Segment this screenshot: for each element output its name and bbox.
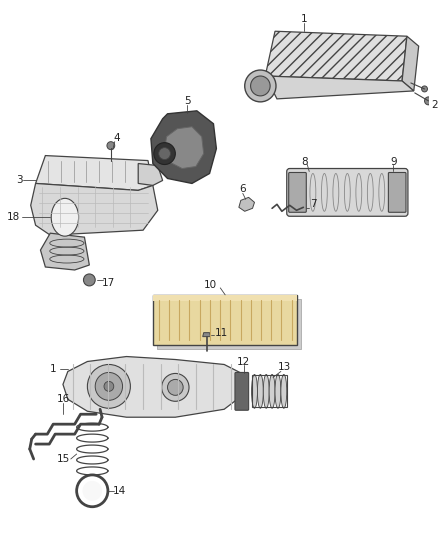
Polygon shape [151,111,216,183]
Ellipse shape [159,148,170,159]
Text: 11: 11 [215,328,228,337]
Polygon shape [402,36,419,91]
Polygon shape [239,197,254,211]
Circle shape [167,379,183,395]
Text: 17: 17 [102,278,116,288]
Bar [153,295,297,345]
Ellipse shape [281,375,287,408]
Ellipse shape [275,375,281,408]
Polygon shape [31,183,158,235]
Circle shape [88,365,131,408]
Ellipse shape [251,375,258,408]
FancyBboxPatch shape [289,173,306,212]
Ellipse shape [263,375,269,408]
Text: 16: 16 [57,394,70,405]
Text: 4: 4 [113,133,120,143]
Circle shape [422,86,427,92]
Ellipse shape [154,143,175,165]
Circle shape [82,481,102,501]
Polygon shape [265,76,414,99]
Ellipse shape [251,76,270,96]
Circle shape [107,142,115,150]
Text: 1: 1 [301,14,307,25]
Polygon shape [35,156,153,190]
Ellipse shape [258,375,263,408]
Text: 2: 2 [431,100,438,110]
Text: 13: 13 [278,362,291,373]
Text: 6: 6 [240,184,246,195]
Polygon shape [63,357,244,417]
Text: 9: 9 [390,157,396,166]
Circle shape [162,374,189,401]
Bar [153,295,297,301]
Polygon shape [265,31,407,81]
Polygon shape [138,164,162,185]
Circle shape [95,373,123,400]
Ellipse shape [245,70,276,102]
Text: 14: 14 [113,486,126,496]
Text: 18: 18 [7,212,20,222]
Circle shape [303,205,310,212]
Circle shape [84,274,95,286]
FancyBboxPatch shape [389,173,406,212]
Circle shape [424,97,432,105]
Text: 5: 5 [184,96,191,106]
Bar [157,299,301,349]
Ellipse shape [269,375,275,408]
Polygon shape [40,233,89,270]
Ellipse shape [51,198,78,236]
FancyBboxPatch shape [287,168,408,216]
Polygon shape [203,333,211,337]
Text: 7: 7 [310,199,316,209]
Text: 12: 12 [237,357,251,367]
Text: 3: 3 [16,175,22,185]
Text: 10: 10 [204,280,217,290]
Circle shape [104,382,114,391]
FancyBboxPatch shape [235,373,249,410]
Text: 1: 1 [50,365,57,375]
Text: 15: 15 [57,454,70,464]
Bar [251,375,287,407]
Polygon shape [165,127,204,168]
Text: 8: 8 [301,157,307,166]
